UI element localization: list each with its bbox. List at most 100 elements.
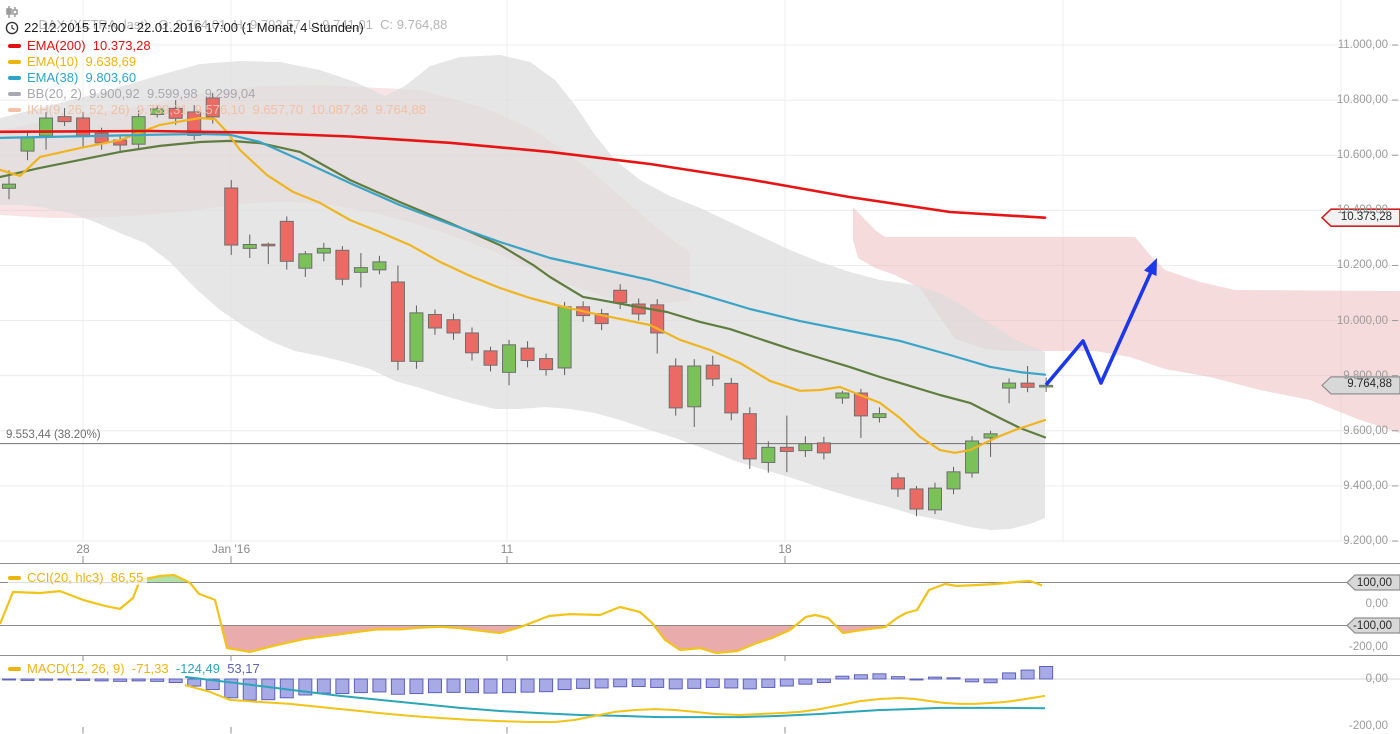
price-axis-label: 11.000,00 (1337, 39, 1388, 51)
macd-histogram-bar (928, 676, 942, 680)
candlestick-chart-icon (6, 6, 18, 18)
price-axis-label: 10.600,00 (1336, 149, 1388, 162)
candle-down (613, 289, 628, 304)
price-axis-label: 10.400,00 (1336, 204, 1388, 217)
macd-histogram-bar (446, 678, 461, 693)
candle-down (724, 382, 739, 414)
candle-down (224, 187, 239, 246)
candle-down (390, 281, 405, 362)
macd-histogram-bar (1039, 666, 1054, 680)
macd-histogram-bar (242, 678, 257, 701)
candle-down (427, 313, 442, 329)
candle-up (409, 312, 424, 362)
macd-histogram-bar (705, 678, 720, 688)
candle-up (316, 247, 331, 254)
candle-down (483, 350, 498, 366)
clock-icon (5, 21, 19, 35)
macd-histogram-bar (76, 678, 91, 681)
instrument-ohlc: O: 9.764,01 H: 9.793,57 L: 9.741,01 C: 9… (158, 17, 448, 32)
candle-down (594, 313, 609, 325)
macd-histogram-bar (168, 678, 183, 684)
last-price-tag (1321, 376, 1400, 395)
candle-down (465, 332, 479, 354)
macd-histogram-bar (816, 678, 831, 684)
macd-histogram-bar (742, 678, 757, 690)
candle-down (520, 347, 535, 362)
ema200-swatch (8, 44, 21, 48)
ema200-price-tag (1320, 208, 1400, 227)
macd-histogram-bar (668, 678, 683, 690)
macd-histogram-bar (687, 678, 702, 689)
ikh_kijun-line (0, 139, 1047, 439)
macd-histogram-bar (261, 678, 276, 701)
price-axis-label: 9.200,00 (1343, 535, 1388, 547)
candle-down (853, 392, 868, 417)
macd-histogram-bar (353, 678, 368, 694)
ema38-line (0, 132, 1047, 376)
macd-histogram-bar (965, 678, 980, 683)
candle-down (261, 243, 276, 247)
macd-histogram-bar (2, 678, 16, 681)
macd-histogram-bar (483, 678, 498, 694)
macd-signal-value: -124,49 (168, 661, 220, 676)
macd-line (184, 684, 1046, 723)
macd-histogram-bar (594, 678, 609, 689)
drawn-arrow (1044, 271, 1153, 387)
macd-histogram-bar (316, 678, 331, 694)
cci-legend[interactable]: CCI(20, hlc3) 86,55 (8, 570, 148, 585)
macd-histogram-bar (520, 678, 535, 693)
ema200-line (0, 129, 1047, 219)
macd-histogram-bar (187, 678, 202, 687)
legend-label: EMA(10) 9.638,69 (27, 54, 137, 69)
candle-down (668, 365, 683, 409)
price-axis-label: 10.800,00 (1336, 94, 1388, 107)
macd-histogram-bar (427, 678, 442, 694)
price-axis-label: 9.600,00 (1343, 424, 1388, 437)
macd-histogram-bar (650, 678, 665, 688)
candle-up (20, 136, 35, 152)
x-axis-label: Jan '16 (211, 541, 251, 556)
price-axis-label: 10.200,00 (1336, 259, 1388, 272)
cci-overbought-fill (0, 575, 1042, 583)
date-range: 22.12.2015 17:00 - 22.01.2016 17:00 (1 M… (24, 20, 364, 35)
macd-histogram-bar (57, 678, 72, 681)
macd-axis-label: 0,00 (1365, 673, 1388, 685)
cci-level-tag (1346, 617, 1400, 634)
ikh-swatch (8, 108, 21, 112)
macd-hist-value: 53,17 (219, 661, 260, 676)
candle-down (279, 220, 294, 262)
cci-level-tag (1346, 574, 1400, 591)
candle-down (168, 107, 183, 119)
candle-down (76, 117, 91, 136)
macd-histogram-bar (205, 678, 220, 691)
macd-histogram-bar (539, 678, 554, 693)
price-axis-label: 9.400,00 (1343, 479, 1388, 492)
candle-up (872, 413, 887, 419)
cci-swatch (8, 576, 21, 580)
candle-down (335, 249, 350, 280)
macd-histogram-bar (1020, 669, 1035, 680)
candle-up (39, 117, 54, 137)
candle-up (150, 108, 165, 115)
candle-down (539, 358, 554, 371)
macd-histogram-bar (909, 678, 924, 681)
last-price-tag-label: 9.764,88 (1347, 378, 1392, 391)
ichimoku-cloud (853, 207, 1400, 433)
macd-histogram-bar (1002, 672, 1017, 680)
candle-up (835, 392, 850, 399)
cci-axis-label: -200,00 (1348, 641, 1388, 653)
candle-down (705, 364, 720, 380)
x-axis-label: 11 (500, 541, 514, 556)
x-axis-label: 18 (778, 541, 792, 556)
candle-up (353, 267, 368, 273)
macd-histogram-bar (465, 678, 479, 694)
macd-legend[interactable]: MACD(12, 26, 9) -71,33 -124,49 53,17 (8, 661, 264, 676)
macd-histogram-bar (409, 678, 424, 695)
macd-histogram-bar (502, 678, 517, 694)
macd-histogram-bar (150, 678, 165, 682)
candle-down (94, 132, 109, 144)
candle-up (687, 365, 702, 408)
cci-tag-label: 100,00 (1356, 576, 1392, 589)
